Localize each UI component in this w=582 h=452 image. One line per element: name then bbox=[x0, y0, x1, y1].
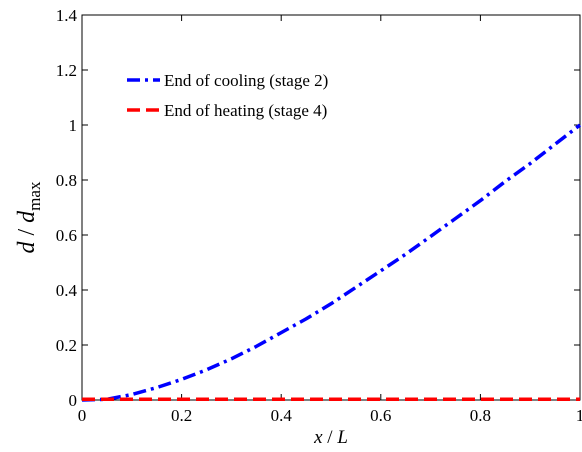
x-tick-label: 0.2 bbox=[171, 406, 192, 425]
x-tick-label: 0.4 bbox=[271, 406, 293, 425]
x-axis-ref: L bbox=[336, 427, 348, 448]
y-tick-label: 0.8 bbox=[56, 171, 77, 190]
x-tick-label: 0 bbox=[78, 406, 87, 425]
x-tick-label: 0.6 bbox=[370, 406, 391, 425]
y-axis-label: d / dmax bbox=[14, 181, 44, 253]
x-axis-label: x / L bbox=[313, 427, 348, 448]
legend: End of cooling (stage 2) End of heating (… bbox=[127, 71, 328, 120]
y-tick-label: 0.2 bbox=[56, 336, 77, 355]
y-tick-label: 0.4 bbox=[56, 281, 78, 300]
series-layer bbox=[81, 123, 582, 402]
y-tick-label: 0.6 bbox=[56, 226, 77, 245]
legend-label-1: End of cooling (stage 2) bbox=[164, 71, 328, 90]
y-tick-label: 1.2 bbox=[56, 61, 77, 80]
x-axis-sep: / bbox=[323, 427, 338, 448]
y-tick-label: 1 bbox=[69, 116, 78, 135]
legend-label-2: End of heating (stage 4) bbox=[164, 101, 327, 120]
y-axis-sep: / bbox=[14, 223, 40, 242]
ticks-layer: 0 0.2 0.4 0.6 0.8 1 0 0.2 0.4 0.6 0.8 1 1.2 1.4 bbox=[56, 6, 582, 425]
y-tick-label: 1.4 bbox=[56, 6, 78, 25]
x-tick-label: 1 bbox=[576, 406, 582, 425]
x-axis-var: x bbox=[313, 427, 323, 448]
y-axis-sub: max bbox=[25, 181, 44, 211]
y-axis-ref: d bbox=[14, 210, 40, 223]
series-line-1 bbox=[81, 123, 582, 402]
y-axis-var: d bbox=[14, 240, 40, 253]
x-tick-label: 0.8 bbox=[470, 406, 491, 425]
y-tick-label: 0 bbox=[69, 391, 78, 410]
